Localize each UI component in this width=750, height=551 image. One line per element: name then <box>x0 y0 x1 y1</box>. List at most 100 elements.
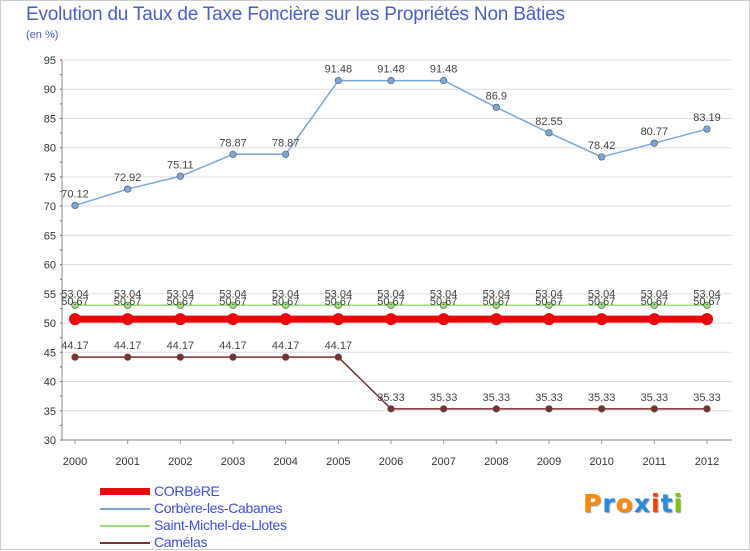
data-point <box>703 301 711 309</box>
legend-item-corbere-les-cabanes: Corbère-les-Cabanes <box>100 500 360 517</box>
proxiti-logo: Proxiti <box>583 489 683 518</box>
data-point <box>124 301 132 309</box>
data-point <box>176 301 184 309</box>
data-label: 50.67 <box>588 296 616 308</box>
data-label: 35.33 <box>588 392 616 404</box>
data-point <box>282 353 290 361</box>
data-point <box>282 301 290 309</box>
y-tick-label: 85 <box>44 113 56 125</box>
y-tick-label: 60 <box>44 260 56 272</box>
data-point <box>703 405 711 413</box>
y-tick-label: 55 <box>44 289 56 301</box>
data-point <box>437 313 450 326</box>
x-tick-label: 2011 <box>643 456 667 468</box>
data-label: 70.12 <box>61 188 89 200</box>
data-point <box>440 405 448 413</box>
data-label: 35.33 <box>535 392 563 404</box>
data-label: 50.67 <box>483 296 511 308</box>
data-label: 50.67 <box>272 296 300 308</box>
legend-label-corbere-les-cabanes: Corbère-les-Cabanes <box>154 500 283 516</box>
data-label: 50.67 <box>693 296 721 308</box>
data-label: 75.11 <box>167 159 194 171</box>
data-point <box>124 353 132 361</box>
data-point <box>650 139 658 147</box>
data-label: 50.67 <box>641 296 669 308</box>
data-label: 44.17 <box>272 340 300 352</box>
legend-swatch-camelas <box>100 542 150 544</box>
data-label: 78.87 <box>272 137 300 149</box>
legend-label-corbere: CORBèRE <box>154 483 220 499</box>
x-tick-label: 2002 <box>168 456 192 468</box>
data-label: 50.67 <box>325 296 353 308</box>
data-label: 91.48 <box>325 64 353 76</box>
legend-item-camelas: Camélas <box>100 534 360 551</box>
data-label: 53.04 <box>535 288 563 300</box>
legend-item-corbere: CORBèRE <box>100 483 360 500</box>
data-label: 53.04 <box>219 288 247 300</box>
logo-letter: r <box>602 489 616 518</box>
data-label: 78.87 <box>219 137 247 149</box>
x-tick-label: 2010 <box>589 456 613 468</box>
data-label: 50.67 <box>535 296 563 308</box>
data-label: 53.04 <box>272 288 300 300</box>
data-point <box>121 313 134 326</box>
data-point <box>176 353 184 361</box>
data-point <box>385 313 397 326</box>
data-point <box>69 313 81 326</box>
legend-label-camelas: Camélas <box>154 534 208 550</box>
x-tick-label: 2007 <box>431 456 455 468</box>
data-label: 53.04 <box>641 288 669 300</box>
data-point <box>650 405 658 413</box>
y-tick-label: 90 <box>44 84 56 96</box>
data-point <box>440 301 448 309</box>
data-point <box>492 405 500 413</box>
data-label: 50.67 <box>114 296 142 308</box>
x-tick-label: 2012 <box>695 456 719 468</box>
data-label: 50.67 <box>61 296 89 308</box>
data-label: 35.33 <box>377 392 405 404</box>
data-point <box>124 185 132 193</box>
data-point <box>595 313 608 326</box>
data-label: 53.04 <box>61 288 89 300</box>
data-label: 50.67 <box>430 296 458 308</box>
data-point <box>227 313 239 326</box>
data-point <box>71 201 79 210</box>
legend-label-saint-michel-de-llotes: Saint-Michel-de-Llotes <box>154 517 287 533</box>
data-label: 50.67 <box>219 296 247 308</box>
y-tick-label: 40 <box>44 377 56 389</box>
data-label: 86.9 <box>486 90 507 102</box>
data-label: 44.17 <box>114 340 142 352</box>
data-label: 72.92 <box>114 172 142 184</box>
data-point <box>650 301 658 309</box>
data-label: 44.17 <box>325 340 353 352</box>
data-point <box>71 301 79 309</box>
data-point <box>598 405 606 413</box>
data-label: 35.33 <box>641 392 669 404</box>
y-tick-label: 65 <box>44 230 56 242</box>
logo-letter: o <box>615 489 634 518</box>
x-tick-label: 2003 <box>221 456 245 468</box>
logo-letter: t <box>660 489 674 518</box>
data-label: 44.17 <box>167 340 195 352</box>
data-point <box>387 301 395 309</box>
data-point <box>229 150 237 158</box>
data-label: 82.55 <box>535 116 563 128</box>
data-label: 53.04 <box>693 288 721 300</box>
data-label: 91.48 <box>430 64 458 76</box>
y-tick-label: 35 <box>44 406 56 418</box>
data-point <box>334 353 342 361</box>
data-point <box>648 313 661 326</box>
chart-title: Evolution du Taux de Taxe Foncière sur l… <box>26 4 565 25</box>
y-tick-label: 75 <box>44 172 56 184</box>
data-label: 53.04 <box>167 288 195 300</box>
logo-letter: P <box>583 489 603 518</box>
data-point <box>229 301 237 309</box>
x-tick-label: 2004 <box>273 456 297 468</box>
data-point <box>387 76 395 85</box>
data-label: 53.04 <box>114 288 142 300</box>
logo-letter: i <box>673 489 684 518</box>
data-point <box>440 76 448 85</box>
data-label: 35.33 <box>483 392 511 404</box>
data-label: 80.77 <box>641 126 669 138</box>
